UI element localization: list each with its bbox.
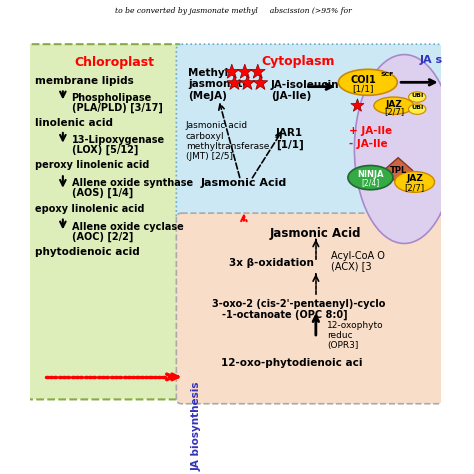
Ellipse shape — [409, 92, 426, 102]
Text: 12-oxo-phytodienoic aci: 12-oxo-phytodienoic aci — [220, 358, 362, 368]
Polygon shape — [227, 75, 242, 90]
Text: + JA-Ile: + JA-Ile — [349, 126, 392, 136]
Ellipse shape — [338, 69, 397, 95]
Polygon shape — [253, 75, 268, 90]
Text: Allene oxide cyclase: Allene oxide cyclase — [72, 222, 183, 232]
Text: 3-oxo-2 (cis-2'-pentaenyl)-cyclo: 3-oxo-2 (cis-2'-pentaenyl)-cyclo — [212, 299, 385, 309]
Text: TPL: TPL — [390, 166, 407, 175]
Text: Jasmonic Acid: Jasmonic Acid — [201, 178, 287, 188]
Ellipse shape — [348, 165, 393, 190]
Ellipse shape — [395, 172, 435, 192]
Text: to be converted by jasmonate methyl     abscission (>95% for: to be converted by jasmonate methyl absc… — [115, 7, 356, 15]
Text: [2/7]: [2/7] — [384, 108, 404, 117]
Ellipse shape — [374, 97, 414, 114]
Polygon shape — [250, 64, 265, 78]
FancyBboxPatch shape — [176, 44, 442, 221]
Text: UBI: UBI — [411, 105, 423, 110]
Text: UBI: UBI — [411, 93, 423, 98]
Text: Chloroplast: Chloroplast — [75, 56, 155, 69]
Text: membrane lipids: membrane lipids — [35, 76, 134, 86]
FancyBboxPatch shape — [27, 44, 182, 400]
Text: peroxy linolenic acid: peroxy linolenic acid — [35, 160, 149, 170]
Polygon shape — [240, 75, 255, 90]
Text: (ACX) [3: (ACX) [3 — [331, 261, 372, 271]
Text: 13-Lipoxygenase: 13-Lipoxygenase — [72, 135, 164, 145]
Text: -1-octanoate (OPC 8:0]: -1-octanoate (OPC 8:0] — [222, 310, 348, 319]
Text: (AOC) [2/2]: (AOC) [2/2] — [72, 231, 133, 242]
Text: Jasmonic Acid: Jasmonic Acid — [270, 227, 362, 240]
Polygon shape — [351, 99, 364, 111]
Text: 12-oxophyto
reduc
(OPR3]: 12-oxophyto reduc (OPR3] — [327, 320, 384, 350]
FancyBboxPatch shape — [176, 213, 442, 404]
Text: (LOX) [5/12]: (LOX) [5/12] — [72, 145, 138, 155]
Text: Jasmonic acid
carboxyl
methyltransferase
(JMT) [2/5]: Jasmonic acid carboxyl methyltransferase… — [186, 121, 269, 162]
Text: Allene oxide synthase: Allene oxide synthase — [72, 179, 192, 189]
Text: (PLA/PLD) [3/17]: (PLA/PLD) [3/17] — [72, 102, 163, 112]
Text: SCF: SCF — [381, 72, 394, 77]
Polygon shape — [237, 64, 252, 78]
Polygon shape — [383, 158, 413, 184]
Ellipse shape — [409, 104, 426, 114]
Polygon shape — [224, 64, 239, 78]
Text: COI1: COI1 — [351, 75, 376, 85]
Text: (AOS) [1/4]: (AOS) [1/4] — [72, 188, 133, 198]
Text: 3x β-oxidation: 3x β-oxidation — [229, 258, 314, 268]
Text: JAR1
[1/1]: JAR1 [1/1] — [276, 128, 304, 150]
Text: NINJA: NINJA — [357, 170, 383, 179]
Text: Acyl-CoA O: Acyl-CoA O — [331, 251, 385, 261]
Text: linolenic acid: linolenic acid — [35, 118, 113, 128]
Text: Cytoplasm: Cytoplasm — [262, 55, 335, 68]
Text: [1/1]: [1/1] — [353, 84, 374, 93]
Text: JA-isoleucine
(JA-Ile): JA-isoleucine (JA-Ile) — [271, 80, 346, 101]
Text: JA biosynthesis: JA biosynthesis — [191, 381, 201, 471]
Text: [2/7]: [2/7] — [404, 183, 425, 192]
Text: - JA-Ile: - JA-Ile — [349, 138, 387, 149]
Text: [2/4]: [2/4] — [361, 179, 380, 188]
Text: JAZ: JAZ — [385, 100, 402, 109]
Text: JAZ: JAZ — [406, 174, 423, 183]
Text: Methyl
jasmonate
(MeJA): Methyl jasmonate (MeJA) — [189, 68, 250, 101]
Text: Phospholipase: Phospholipase — [72, 93, 152, 103]
Text: phytodienoic acid: phytodienoic acid — [35, 247, 140, 257]
Text: epoxy linolenic acid: epoxy linolenic acid — [35, 204, 145, 214]
Text: JA s: JA s — [420, 55, 443, 64]
Ellipse shape — [355, 55, 454, 244]
